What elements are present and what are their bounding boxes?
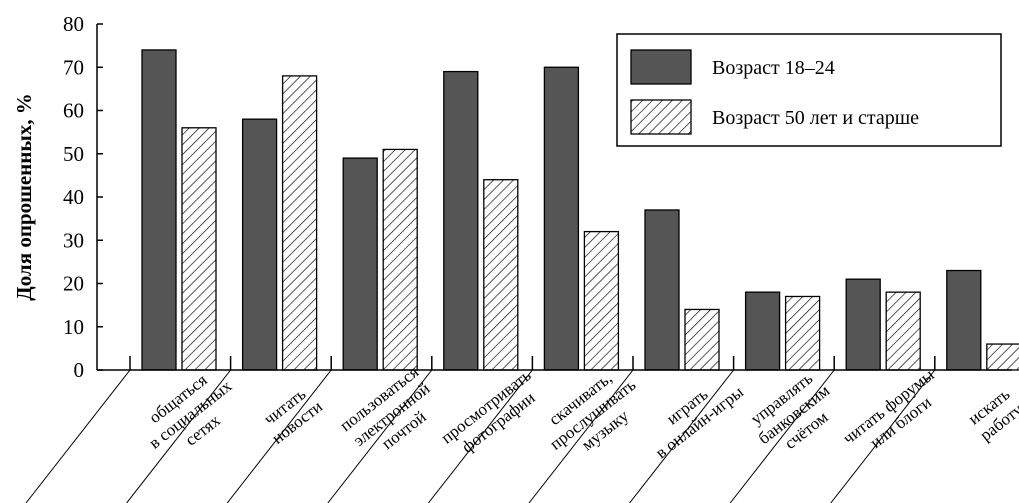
y-tick-label: 80 (63, 12, 84, 36)
bar (241, 118, 278, 371)
y-tick-label: 40 (63, 185, 84, 209)
bar (141, 49, 177, 371)
legend-swatch (630, 49, 692, 85)
bar (684, 308, 720, 371)
bar (946, 269, 982, 371)
category-divider (729, 369, 835, 503)
y-tick-label: 70 (63, 55, 84, 79)
bar (644, 209, 680, 371)
y-axis-label: Доля опрошенных, % (12, 93, 36, 301)
y-tick-label: 20 (63, 272, 84, 296)
bar (382, 148, 418, 371)
category-divider (226, 369, 332, 503)
y-tick-label: 10 (63, 315, 84, 339)
category-divider (629, 369, 734, 503)
legend: Возраст 18–24 Возраст 50 лет и старше (616, 33, 1002, 147)
bar (885, 291, 921, 371)
legend-swatch (630, 99, 692, 135)
bar (443, 70, 479, 371)
bar (744, 291, 781, 371)
y-tick-label: 50 (63, 142, 84, 166)
bar (583, 230, 620, 371)
bar (543, 66, 580, 371)
bar (342, 157, 378, 371)
category-divider (25, 369, 131, 503)
bar (483, 179, 519, 371)
y-axis: 0 10 20 30 40 50 60 70 80 (63, 12, 103, 382)
category-divider (830, 369, 936, 503)
legend-label: Возраст 18–24 (712, 57, 835, 79)
bar (784, 295, 821, 371)
bar (281, 75, 318, 371)
y-tick-label: 60 (63, 99, 84, 123)
bar (181, 127, 217, 371)
category-divider (528, 369, 634, 503)
legend-label: Возраст 50 лет и старше (712, 107, 919, 129)
category-divider (327, 369, 433, 503)
y-tick-label: 30 (63, 228, 84, 252)
bar (845, 278, 881, 371)
category-divider (428, 369, 533, 503)
category-divider (126, 369, 231, 503)
y-tick-label: 0 (74, 358, 85, 382)
bar (986, 343, 1019, 371)
